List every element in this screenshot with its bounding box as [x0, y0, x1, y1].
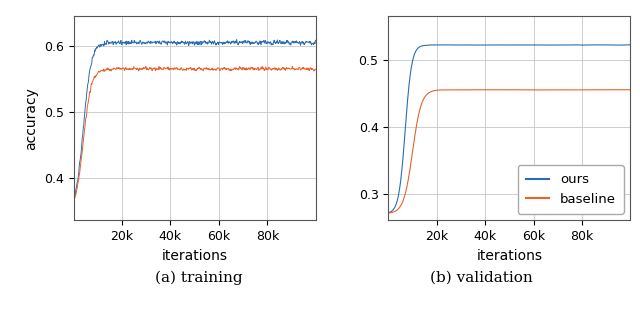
Legend: ours, baseline: ours, baseline [518, 165, 624, 214]
Y-axis label: accuracy: accuracy [24, 87, 38, 150]
X-axis label: iterations: iterations [476, 249, 542, 262]
X-axis label: iterations: iterations [162, 249, 228, 262]
Text: (a) training: (a) training [155, 271, 242, 285]
Text: (b) validation: (b) validation [430, 271, 532, 285]
